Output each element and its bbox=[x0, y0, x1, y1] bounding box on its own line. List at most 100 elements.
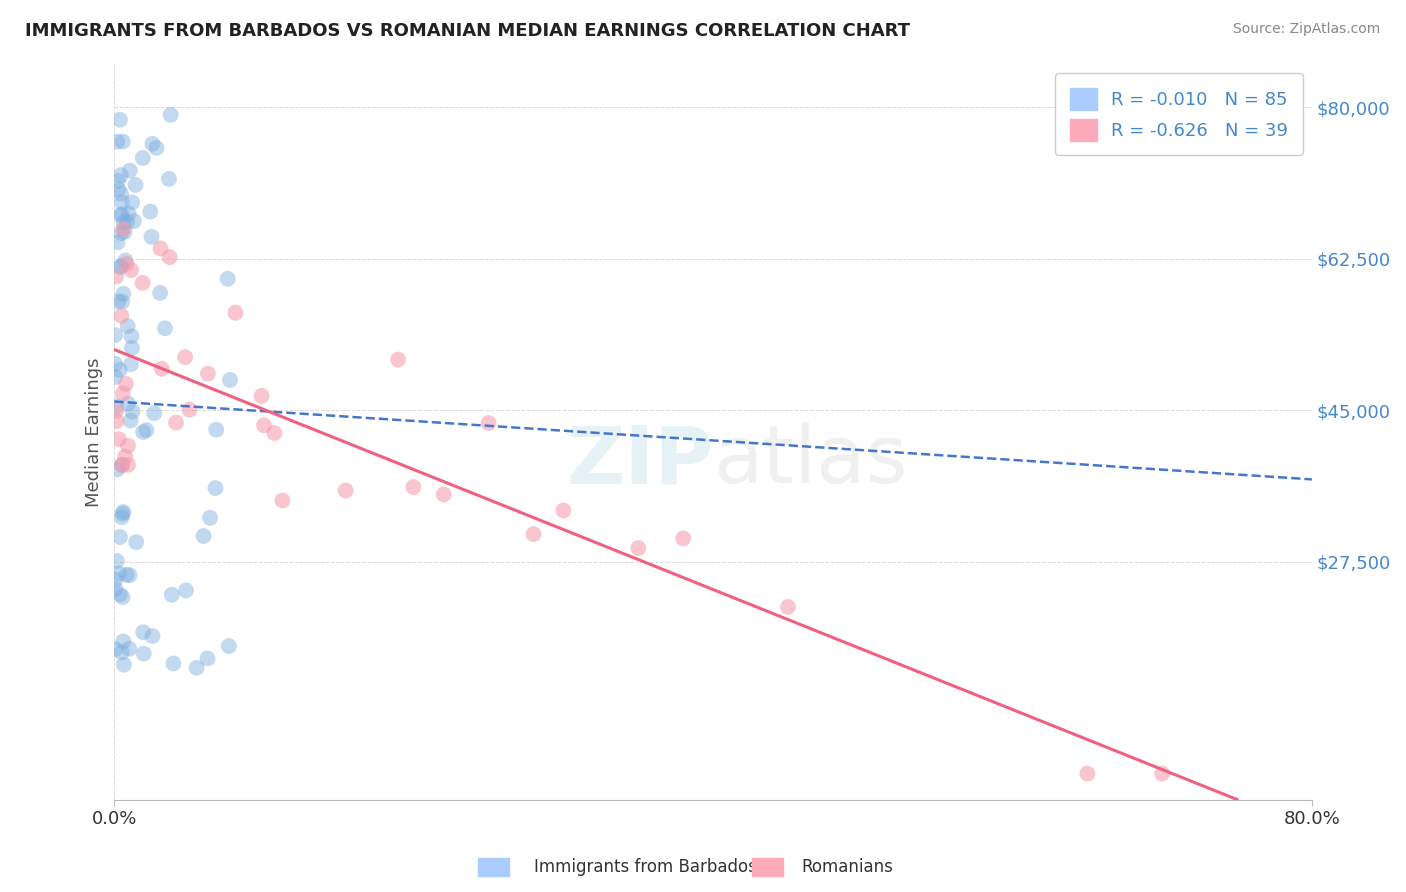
Point bbox=[105, 554, 128, 568]
Point bbox=[186, 661, 208, 675]
Point bbox=[111, 510, 134, 524]
Point bbox=[157, 172, 180, 186]
Point bbox=[125, 535, 148, 549]
Point bbox=[141, 136, 163, 151]
Point bbox=[219, 373, 242, 387]
Point bbox=[402, 480, 425, 494]
Point bbox=[224, 306, 246, 320]
Point bbox=[159, 250, 181, 264]
Point bbox=[132, 425, 155, 439]
Point bbox=[110, 168, 132, 182]
Point bbox=[118, 207, 141, 221]
Point bbox=[114, 253, 136, 268]
Point bbox=[121, 195, 143, 210]
Point bbox=[117, 396, 139, 410]
Point bbox=[117, 439, 139, 453]
Legend: R = -0.010   N = 85, R = -0.626   N = 39: R = -0.010 N = 85, R = -0.626 N = 39 bbox=[1056, 73, 1303, 155]
Point bbox=[118, 641, 141, 656]
Point bbox=[120, 263, 142, 277]
Point bbox=[132, 151, 155, 165]
Point bbox=[121, 404, 143, 418]
Point bbox=[160, 588, 183, 602]
Point bbox=[110, 309, 132, 323]
Point bbox=[112, 505, 135, 519]
Point bbox=[132, 647, 155, 661]
Point bbox=[105, 404, 128, 418]
Point bbox=[159, 108, 181, 122]
Point bbox=[132, 625, 155, 640]
Point bbox=[110, 226, 132, 240]
Point bbox=[672, 532, 695, 546]
Point bbox=[198, 511, 221, 525]
Point bbox=[108, 432, 131, 446]
Point bbox=[135, 423, 157, 437]
Point bbox=[115, 376, 138, 391]
Point bbox=[108, 260, 131, 275]
Point bbox=[105, 135, 128, 149]
Point bbox=[111, 195, 134, 210]
Text: Source: ZipAtlas.com: Source: ZipAtlas.com bbox=[1233, 22, 1381, 37]
Point bbox=[122, 214, 145, 228]
Point bbox=[250, 389, 273, 403]
Point bbox=[145, 141, 167, 155]
Point bbox=[174, 350, 197, 364]
Point bbox=[149, 285, 172, 300]
Point bbox=[174, 583, 197, 598]
Point bbox=[112, 222, 135, 236]
Point bbox=[120, 329, 142, 343]
Point bbox=[108, 566, 131, 581]
Point bbox=[118, 163, 141, 178]
Point bbox=[522, 527, 544, 541]
Point bbox=[107, 294, 129, 309]
Point bbox=[104, 357, 127, 371]
Point bbox=[112, 216, 135, 230]
Point bbox=[149, 242, 172, 256]
Point bbox=[110, 186, 132, 201]
Point bbox=[104, 582, 127, 596]
Point bbox=[433, 487, 456, 501]
Point bbox=[117, 458, 139, 472]
Point bbox=[263, 425, 285, 440]
Point bbox=[141, 629, 163, 643]
Point bbox=[1152, 766, 1174, 780]
Point bbox=[114, 225, 136, 239]
Point bbox=[110, 207, 132, 221]
Point bbox=[114, 450, 136, 464]
Point bbox=[205, 423, 228, 437]
Point bbox=[218, 639, 240, 653]
Text: ZIP: ZIP bbox=[565, 422, 713, 500]
Point bbox=[193, 529, 215, 543]
Point bbox=[105, 462, 128, 476]
Point bbox=[104, 328, 127, 343]
Point bbox=[271, 493, 294, 508]
Point bbox=[115, 257, 138, 271]
Point bbox=[105, 414, 128, 428]
Point bbox=[110, 259, 132, 273]
Point bbox=[111, 458, 134, 472]
Point bbox=[104, 370, 127, 384]
Point bbox=[776, 599, 799, 614]
Point bbox=[553, 503, 575, 517]
Point bbox=[143, 406, 166, 420]
Point bbox=[139, 204, 162, 219]
Point bbox=[110, 208, 132, 222]
Point bbox=[111, 386, 134, 401]
Point bbox=[111, 135, 134, 149]
Text: atlas: atlas bbox=[713, 422, 907, 500]
Point bbox=[124, 178, 146, 192]
Point bbox=[335, 483, 357, 498]
Point bbox=[131, 276, 153, 290]
Point bbox=[112, 657, 135, 672]
Point bbox=[111, 458, 134, 472]
Point bbox=[111, 294, 134, 309]
Point bbox=[627, 541, 650, 555]
Point bbox=[115, 567, 138, 582]
Point bbox=[108, 363, 131, 377]
Point bbox=[111, 590, 134, 604]
Point bbox=[141, 229, 163, 244]
Point bbox=[104, 573, 127, 587]
Point bbox=[120, 413, 142, 427]
Point bbox=[112, 286, 135, 301]
Point bbox=[104, 642, 127, 657]
Point bbox=[107, 235, 129, 250]
